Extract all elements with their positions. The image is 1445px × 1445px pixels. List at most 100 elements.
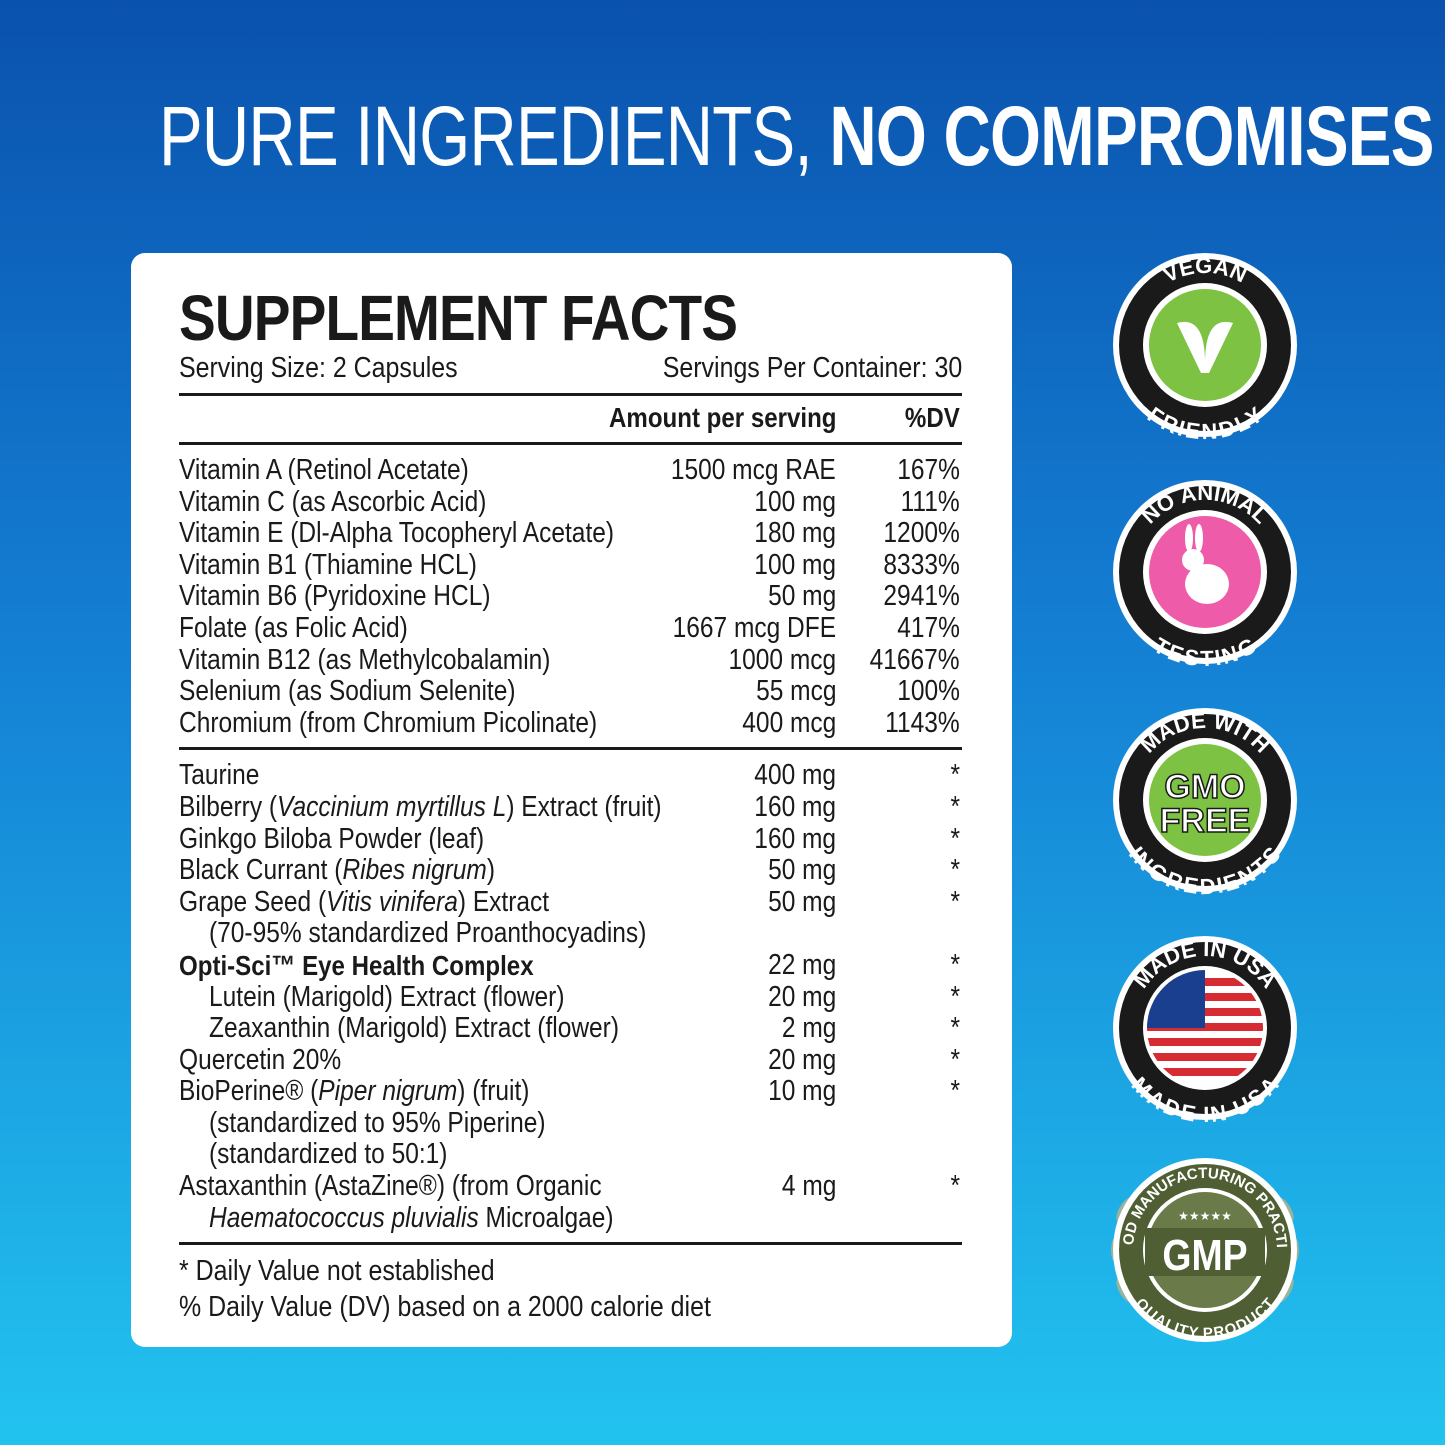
ingredient-amount: 400 mg xyxy=(754,759,836,792)
ingredient-row: Vitamin B6 (Pyridoxine HCL) 50 mg 2941% xyxy=(179,581,962,613)
ingredient-row: Zeaxanthin (Marigold) Extract (flower) 2 … xyxy=(179,1012,962,1045)
ingredient-row: BioPerine® (Piper nigrum) (fruit) 10 mg * xyxy=(179,1075,962,1108)
ingredient-dv: * xyxy=(950,948,960,981)
ingredient-row: (70-95% standardized Proanthocyadins) xyxy=(179,918,962,950)
ingredient-row: Haematococcus pluvialis Microalgae) xyxy=(179,1201,962,1235)
vegan-friendly-badge: V VEGAN FRIENDLY xyxy=(1105,245,1305,445)
ingredient-row: Vitamin B12 (as Methylcobalamin) 1000 mcg… xyxy=(179,643,962,677)
ingredient-row: Lutein (Marigold) Extract (flower) 20 mg * xyxy=(179,980,962,1014)
ingredient-row: Vitamin A (Retinol Acetate) 1500 mcg RAE 1… xyxy=(179,454,962,487)
gmo-free-text: GMO xyxy=(1164,768,1245,806)
ingredient-row: Quercetin 20% 20 mg * xyxy=(179,1043,962,1077)
ingredient-dv: * xyxy=(950,790,960,823)
ingredient-name: Vitamin B6 (Pyridoxine HCL) xyxy=(179,580,491,613)
ingredient-amount: 50 mg xyxy=(767,885,836,918)
ingredient-dv: 111% xyxy=(900,485,960,518)
ingredient-name: BioPerine® (Piper nigrum) (fruit) xyxy=(179,1075,530,1108)
ingredient-dv: 8333% xyxy=(883,548,960,581)
ingredient-dv: * xyxy=(950,1043,960,1076)
ingredient-name: Quercetin 20% xyxy=(179,1043,342,1076)
ingredient-amount: 400 mcg xyxy=(741,706,836,739)
ingredient-name: Grape Seed (Vitis vinifera) Extract xyxy=(179,885,550,918)
ingredient-row: Ginkgo Biloba Powder (leaf) 160 mg * xyxy=(179,822,962,856)
made-in-usa-badge: MADE IN USA MADE IN USA xyxy=(1105,928,1305,1128)
ingredient-amount: 2 mg xyxy=(781,1012,836,1045)
facts-title: SUPPLEMENT FACTS xyxy=(179,282,738,354)
ingredient-dv: 167% xyxy=(897,454,960,486)
ingredient-name: Chromium (from Chromium Picolinate) xyxy=(179,706,598,739)
ingredient-dv: * xyxy=(950,1075,960,1108)
svg-text:★★★★★: ★★★★★ xyxy=(1178,1209,1232,1223)
ingredient-row: Astaxanthin (AstaZine®) (from Organic 4 m… xyxy=(179,1170,962,1203)
ingredient-dv: 417% xyxy=(897,611,960,644)
ingredient-amount: 50 mg xyxy=(767,854,836,887)
ingredient-row: Chromium (from Chromium Picolinate) 400 m… xyxy=(179,706,962,740)
ingredient-amount: 180 mg xyxy=(754,517,836,550)
ingredient-list: Taurine 400 mg * Bilberry (Vaccinium myrtil… xyxy=(179,750,962,1242)
serving-size: Serving Size: 2 Capsules xyxy=(179,352,458,384)
ingredient-row: Taurine 400 mg * xyxy=(179,760,962,792)
ingredient-amount: 1667 mcg DFE xyxy=(672,611,836,644)
ingredient-name: Folate (as Folic Acid) xyxy=(179,611,408,644)
ingredient-row: Opti-Sci™ Eye Health Complex 22 mg * xyxy=(179,948,962,982)
ingredient-amount: 160 mg xyxy=(754,822,836,855)
ingredient-name: Zeaxanthin (Marigold) Extract (flower) xyxy=(209,1012,620,1045)
ingredient-name: Bilberry (Vaccinium myrtillus L) Extract… xyxy=(179,790,662,823)
ingredient-name: Selenium (as Sodium Selenite) xyxy=(179,675,516,708)
ingredient-row: (standardized to 50:1) xyxy=(179,1139,962,1171)
ingredient-name: Vitamin B12 (as Methylcobalamin) xyxy=(179,643,551,676)
ingredient-amount: 1500 mcg RAE xyxy=(671,454,836,486)
headline-light: PURE INGREDIENTS, xyxy=(158,89,830,183)
ingredient-amount: 1000 mcg xyxy=(728,643,836,676)
headline-bold: NO COMPROMISES xyxy=(829,89,1434,183)
ingredient-dv: * xyxy=(950,1170,960,1203)
ingredient-dv: 2941% xyxy=(883,580,960,613)
ingredient-dv: 1143% xyxy=(885,706,960,739)
ingredient-dv: * xyxy=(950,885,960,918)
ingredient-dv: * xyxy=(950,822,960,855)
ingredient-amount: 4 mg xyxy=(781,1170,836,1203)
ingredient-name: Vitamin B1 (Thiamine HCL) xyxy=(179,548,477,581)
ingredient-row: Vitamin B1 (Thiamine HCL) 100 mg 8333% xyxy=(179,548,962,582)
footnote-calorie: % Daily Value (DV) based on a 2000 calor… xyxy=(179,1291,711,1324)
ingredient-row: Grape Seed (Vitis vinifera) Extract 50 mg… xyxy=(179,885,962,919)
no-animal-testing-badge: NO ANIMAL TESTING xyxy=(1105,472,1305,672)
ingredient-name: Ginkgo Biloba Powder (leaf) xyxy=(179,822,485,855)
ingredient-amount: 50 mg xyxy=(767,580,836,613)
servings-per-container: Servings Per Container: 30 xyxy=(662,352,962,384)
ingredient-row: Bilberry (Vaccinium myrtillus L) Extract… xyxy=(179,790,962,824)
ingredient-name: Black Currant (Ribes nigrum) xyxy=(179,854,496,887)
ingredient-name: Vitamin E (Dl-Alpha Tocopheryl Acetate) xyxy=(179,517,615,550)
ingredient-amount: 10 mg xyxy=(767,1075,836,1108)
col-dv: %DV xyxy=(905,402,960,433)
ingredient-amount: 22 mg xyxy=(767,948,836,981)
ingredient-amount: 20 mg xyxy=(767,980,836,1013)
ingredient-name: (standardized to 50:1) xyxy=(209,1138,448,1171)
ingredient-row: Vitamin C (as Ascorbic Acid) 100 mg 111% xyxy=(179,485,962,519)
ingredient-dv: * xyxy=(950,980,960,1013)
gmo-free-badge: GMO FREE MADE WITH INGREDIENTS xyxy=(1105,700,1305,900)
vitamin-list: Vitamin A (Retinol Acetate) 1500 mcg RAE 1… xyxy=(179,445,962,747)
ingredient-name: Haematococcus pluvialis Microalgae) xyxy=(209,1201,614,1234)
ingredient-row: Folate (as Folic Acid) 1667 mcg DFE 417% xyxy=(179,611,962,645)
ingredient-name: Astaxanthin (AstaZine®) (from Organic xyxy=(179,1170,602,1203)
ingredient-name: Opti-Sci™ Eye Health Complex xyxy=(179,949,534,981)
ingredient-name: Vitamin C (as Ascorbic Acid) xyxy=(179,485,487,518)
svg-text:FREE: FREE xyxy=(1160,802,1251,840)
ingredient-name: Taurine xyxy=(179,759,260,792)
ingredient-amount: 100 mg xyxy=(754,485,836,518)
ingredient-row: (standardized to 95% Piperine) xyxy=(179,1106,962,1140)
ingredient-amount: 160 mg xyxy=(754,790,836,823)
ingredient-name: (standardized to 95% Piperine) xyxy=(209,1106,546,1139)
ingredient-dv: * xyxy=(950,1012,960,1045)
ingredient-row: Black Currant (Ribes nigrum) 50 mg * xyxy=(179,854,962,887)
ingredient-name: (70-95% standardized Proanthocyadins) xyxy=(209,917,647,950)
svg-text:GMP: GMP xyxy=(1162,1230,1247,1280)
ingredient-dv: 100% xyxy=(897,675,960,708)
headline: PURE INGREDIENTS, NO COMPROMISES xyxy=(158,88,1434,185)
supplement-facts-panel: SUPPLEMENT FACTS Serving Size: 2 Capsule… xyxy=(131,253,1012,1347)
ingredient-dv: 41667% xyxy=(870,643,960,676)
ingredient-dv: * xyxy=(950,759,960,792)
gmp-badge: GMP★★★★★ GOOD MANUFACTURING PRACTICE QUA… xyxy=(1099,1137,1305,1350)
ingredient-name: Vitamin A (Retinol Acetate) xyxy=(179,454,469,486)
